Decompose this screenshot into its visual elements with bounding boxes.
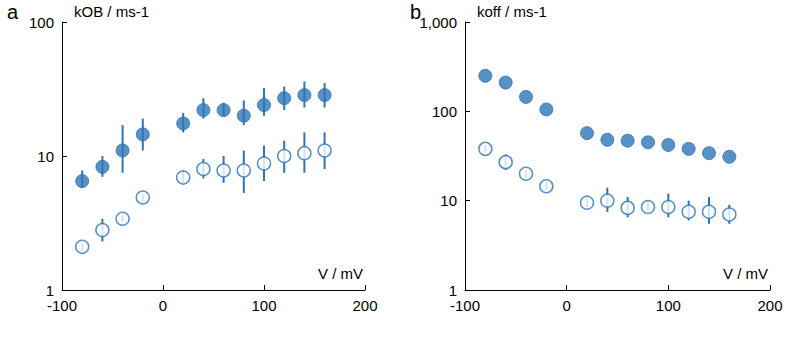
svg-text:-100: -100 xyxy=(47,297,77,314)
svg-text:koff / ms-1: koff / ms-1 xyxy=(477,3,547,20)
svg-text:kOB / ms-1: kOB / ms-1 xyxy=(74,3,149,20)
svg-text:b: b xyxy=(410,1,422,23)
svg-text:1: 1 xyxy=(46,282,54,299)
svg-text:V / mV: V / mV xyxy=(723,265,768,282)
svg-text:10: 10 xyxy=(440,192,457,209)
svg-text:10: 10 xyxy=(37,148,54,165)
svg-text:0: 0 xyxy=(159,297,167,314)
svg-text:1,000: 1,000 xyxy=(419,14,457,31)
svg-text:a: a xyxy=(7,1,19,23)
svg-text:200: 200 xyxy=(352,297,377,314)
svg-text:-100: -100 xyxy=(450,297,480,314)
svg-text:0: 0 xyxy=(562,297,570,314)
svg-text:100: 100 xyxy=(29,14,54,31)
svg-text:V / mV: V / mV xyxy=(318,265,363,282)
svg-text:100: 100 xyxy=(656,297,681,314)
svg-text:200: 200 xyxy=(757,297,782,314)
svg-text:100: 100 xyxy=(251,297,276,314)
svg-text:1: 1 xyxy=(449,282,457,299)
svg-text:100: 100 xyxy=(432,103,457,120)
